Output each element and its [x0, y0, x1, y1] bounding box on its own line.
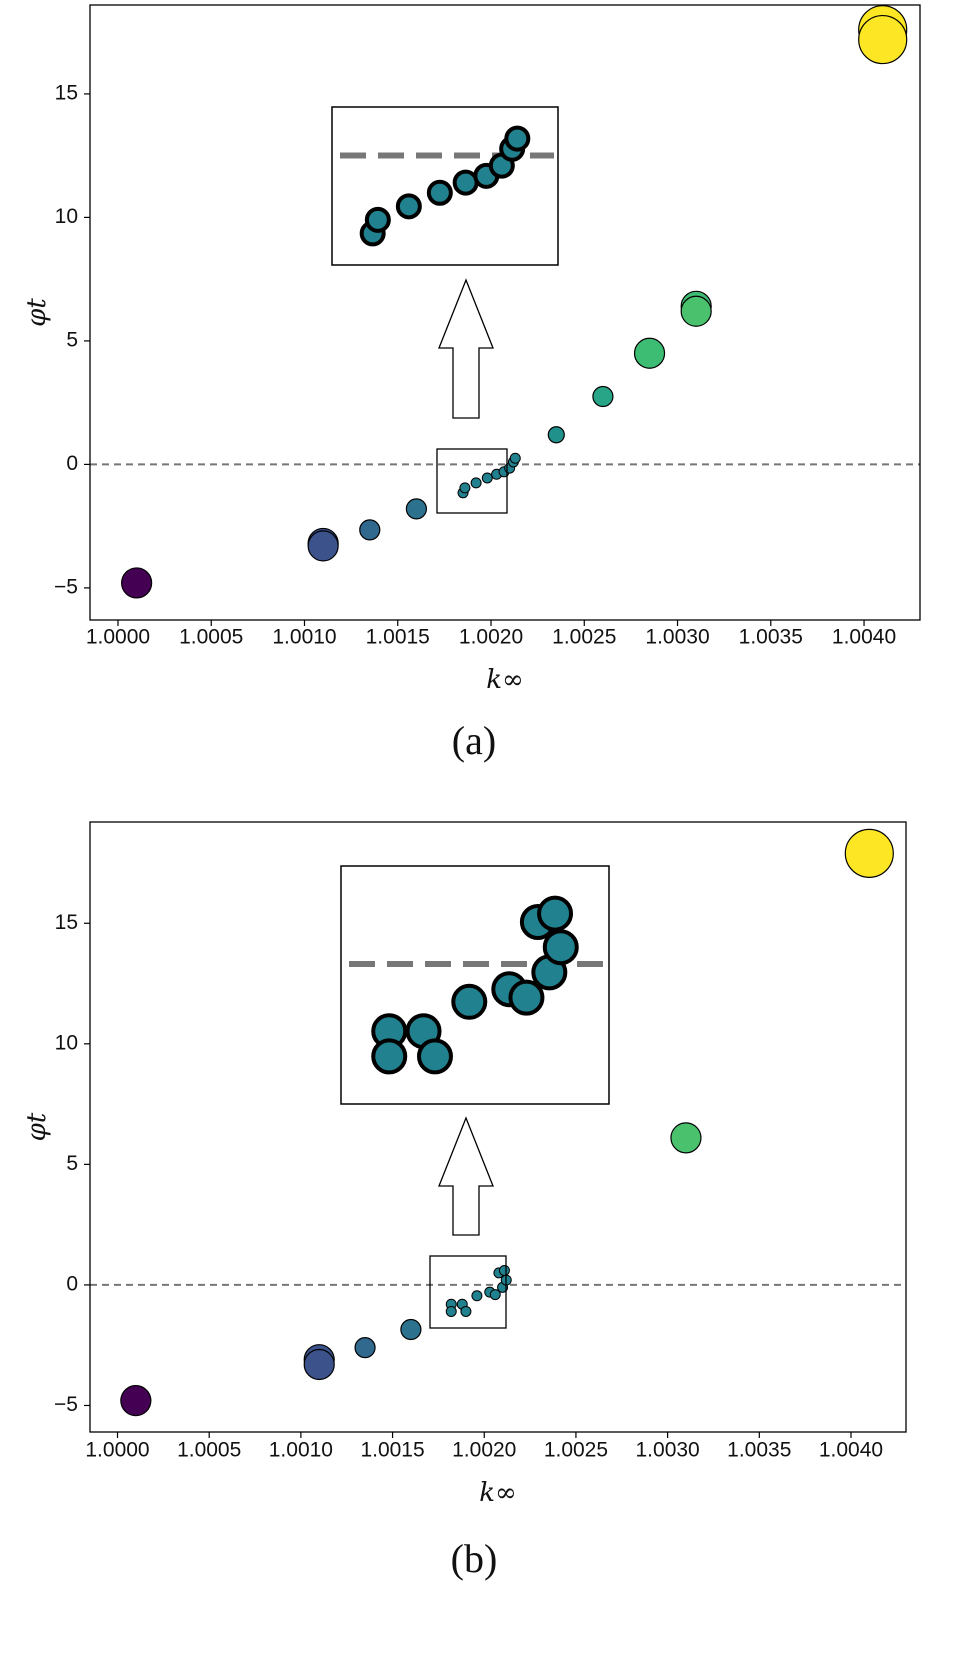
x-tick-label: 1.0025: [544, 1439, 608, 1462]
panel-b: 1.0000 1.0005 1.0010 1.0015 1.0020 1.0025 1.00…: [22, 821, 907, 1581]
arrow-up-icon: [438, 1116, 494, 1236]
inset-point: [395, 193, 422, 220]
data-point: [120, 1385, 152, 1417]
inset-point: [508, 979, 545, 1016]
inset-point: [537, 895, 574, 932]
panel-a: 1.0000 1.0005 1.0010 1.0015 1.0020 1.0025 1.00…: [22, 4, 921, 763]
y-tick-label: −5: [54, 1393, 78, 1416]
inset-point: [542, 929, 579, 966]
zoom-region-box: [429, 1255, 507, 1329]
y-tick-label: 0: [66, 452, 78, 475]
x-tick-label: 1.0030: [645, 626, 709, 649]
x-tick-label: 1.0020: [459, 626, 523, 649]
data-point: [633, 337, 666, 369]
y-tick-label: 10: [55, 205, 78, 228]
y-tick-label: 5: [66, 1152, 78, 1175]
data-point: [858, 14, 908, 65]
y-tick-label: 0: [66, 1272, 78, 1295]
x-tick-label: 1.0035: [727, 1439, 791, 1462]
x-axis-label: k∞: [486, 665, 523, 695]
data-point: [359, 519, 381, 541]
y-tick-label: 5: [66, 328, 78, 351]
panel-caption: (a): [452, 718, 496, 763]
data-point: [547, 426, 565, 444]
x-tick-label: 1.0030: [636, 1439, 700, 1462]
x-tick-label: 1.0035: [739, 626, 803, 649]
inset-point: [451, 983, 488, 1020]
x-tick-label: 1.0025: [552, 626, 616, 649]
x-tick-label: 1.0000: [86, 626, 150, 649]
y-axis-label: φt: [22, 298, 52, 327]
x-axis-label: k∞: [479, 1478, 516, 1508]
x-tick-label: 1.0040: [832, 626, 896, 649]
cluster-point: [459, 482, 471, 494]
cluster-point: [470, 477, 482, 489]
data-point: [400, 1318, 422, 1341]
inset-point: [504, 125, 531, 152]
inset-point: [371, 1038, 408, 1075]
data-point: [354, 1337, 376, 1359]
cluster-point: [498, 1264, 510, 1276]
cluster-point: [471, 1290, 483, 1302]
x-tick-label: 1.0010: [272, 626, 336, 649]
y-tick-label: 15: [55, 81, 78, 104]
data-point: [307, 530, 339, 562]
x-tick-label: 1.0040: [819, 1439, 883, 1462]
x-tick-label: 1.0015: [360, 1439, 424, 1462]
x-tick-label: 1.0005: [177, 1439, 241, 1462]
cluster-point: [481, 472, 493, 484]
y-axis-label: φt: [22, 1112, 52, 1141]
x-tick-label: 1.0005: [179, 626, 243, 649]
axes-frame: [89, 821, 907, 1433]
data-point: [844, 828, 894, 878]
x-tick-label: 1.0000: [85, 1439, 149, 1462]
data-point: [680, 295, 712, 327]
zoom-region-box: [436, 448, 508, 514]
data-point: [670, 1122, 702, 1154]
inset-point: [426, 179, 453, 206]
axes-frame: [89, 4, 921, 621]
panel-caption: (b): [451, 1536, 498, 1581]
arrow-up-icon: [438, 278, 494, 419]
y-tick-label: 10: [55, 1031, 78, 1054]
cluster-point: [460, 1305, 472, 1317]
inset-point: [364, 206, 391, 233]
cluster-point: [489, 1289, 501, 1301]
x-tick-label: 1.0010: [269, 1439, 333, 1462]
inset-point: [416, 1038, 453, 1075]
data-point: [121, 567, 153, 599]
cluster-point: [509, 452, 521, 464]
cluster-point: [445, 1305, 457, 1317]
x-tick-label: 1.0015: [366, 626, 430, 649]
x-tick-label: 1.0020: [452, 1439, 516, 1462]
y-tick-label: 15: [55, 911, 78, 934]
data-point: [303, 1348, 335, 1381]
data-point: [592, 385, 614, 408]
data-point: [405, 498, 428, 520]
y-tick-label: −5: [54, 575, 78, 598]
